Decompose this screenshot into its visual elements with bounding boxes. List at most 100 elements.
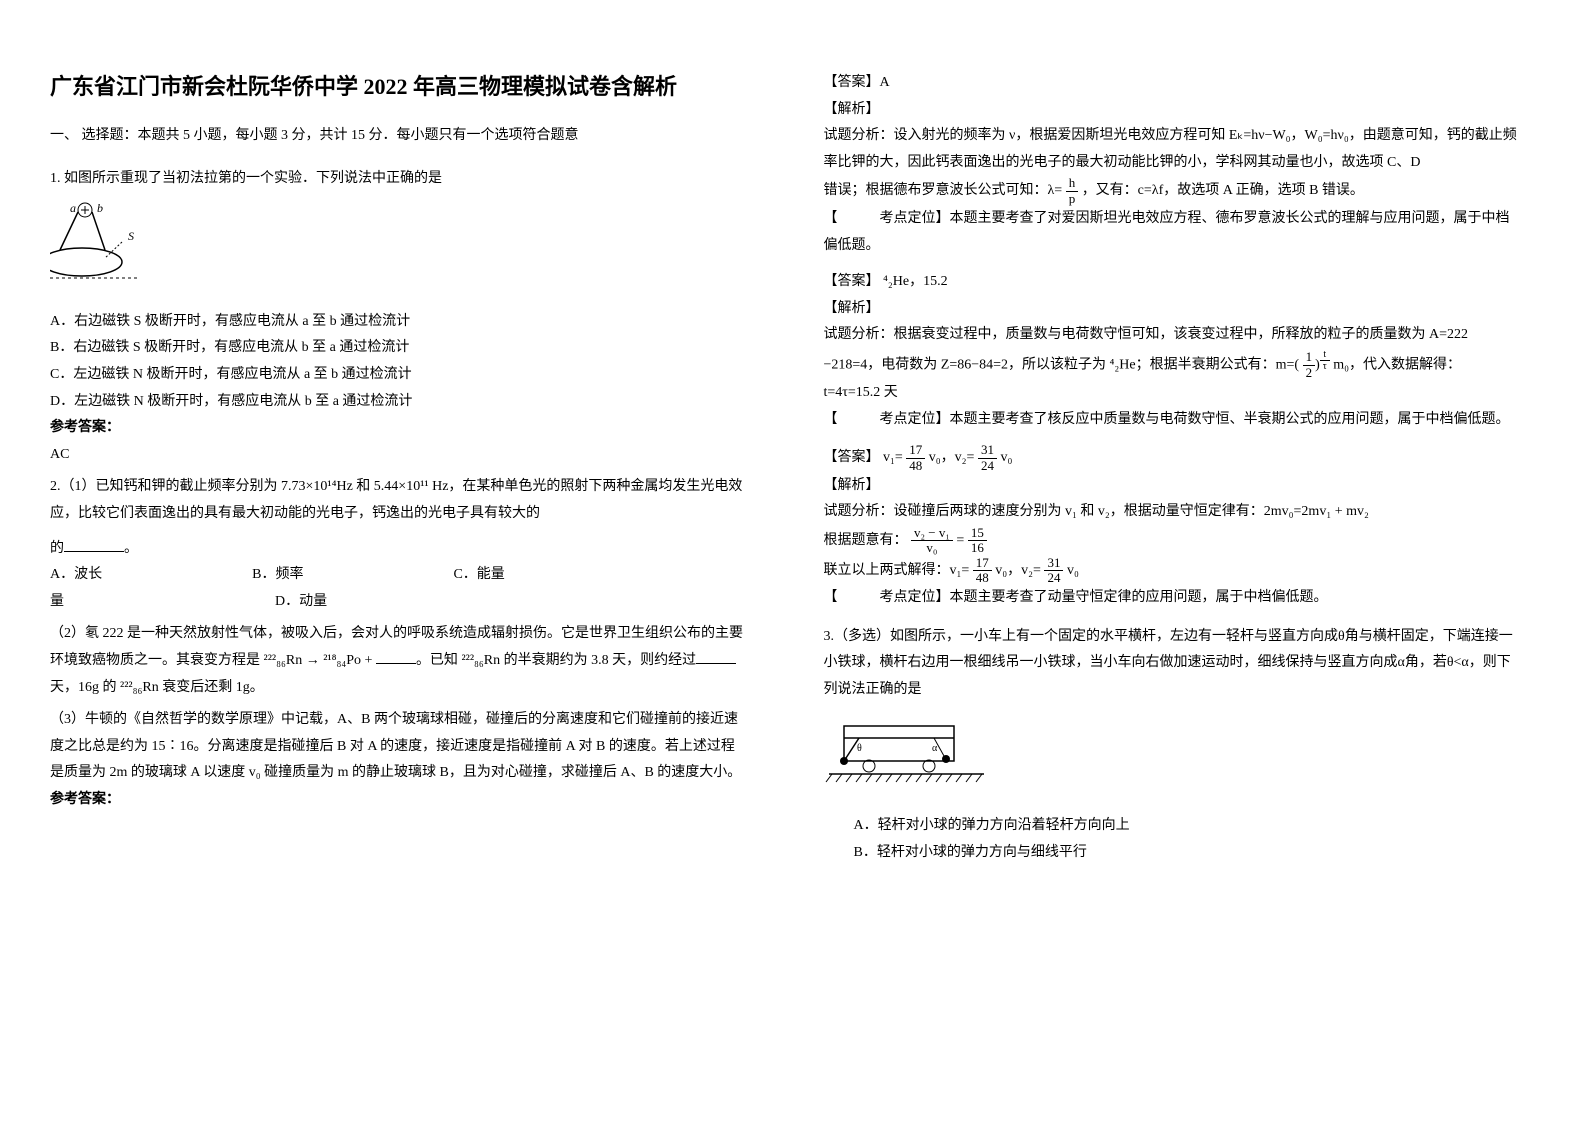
- q2-blank-line: 的。: [50, 536, 744, 563]
- half-frac: 12: [1303, 350, 1316, 380]
- analysis-1b: 错误；根据德布罗意波长公式可知：λ= hp ，又有：c=λf，故选项 A 正确，…: [824, 176, 1518, 206]
- q2-days: 天，16g 的: [50, 680, 120, 695]
- svg-text:S: S: [128, 229, 134, 243]
- svg-text:b: b: [97, 201, 103, 215]
- exp-num: t: [1320, 349, 1330, 361]
- q2-plus: +: [361, 653, 376, 668]
- analysis-3a: 试题分析：设碰撞后两球的速度分别为 v₁ 和 v₂，根据动量守恒定律有：2mv₀…: [824, 499, 1518, 526]
- page-title: 广东省江门市新会杜阮华侨中学 2022 年高三物理模拟试卷含解析: [50, 70, 744, 103]
- a3a: 【答案】 v₁=: [824, 450, 903, 465]
- s1-frac: 1748: [973, 556, 992, 586]
- answer-1: 【答案】A: [824, 70, 1518, 97]
- q2-option-a: A．波长: [50, 562, 102, 589]
- analysis-3b: 根据题意有： v₂ − v₁v₀ = 1516: [824, 526, 1518, 556]
- kaodian-1: 【 考点定位】本题主要考查了对爱因斯坦光电效应方程、德布罗意波长公式的理解与应用…: [824, 206, 1518, 259]
- analysis-1a: 试题分析：设入射光的频率为 ν，根据爱因斯坦光电效应方程可知 Eₖ=hν−W₀，…: [824, 123, 1518, 176]
- jiexi-2: 【解析】: [824, 296, 1518, 323]
- q2-options-row2: 量 D．动量: [50, 589, 744, 616]
- ratio-frac: v₂ − v₁v₀: [911, 526, 953, 556]
- svg-text:a: a: [70, 201, 76, 215]
- v2-den: 24: [978, 459, 997, 473]
- a3c: v₀: [1000, 450, 1012, 465]
- q1-options: A．右边磁铁 S 极断开时，有感应电流从 a 至 b 通过检流计 B．右边磁铁 …: [50, 309, 744, 415]
- q2-blank1: [64, 537, 124, 552]
- lambda-den: p: [1066, 192, 1079, 206]
- q2-known: 。已知: [416, 653, 462, 668]
- s1-den: 48: [973, 571, 992, 585]
- r-num: 15: [968, 526, 987, 541]
- q3-option-a: A．轻杆对小球的弹力方向沿着轻杆方向向上: [854, 813, 1518, 840]
- q2-part2: （2）氡 222 是一种天然放射性气体，被吸入后，会对人的呼吸系统造成辐射损伤。…: [50, 621, 744, 701]
- a1b-text: 错误；根据德布罗意波长公式可知：λ=: [824, 183, 1063, 198]
- s2-frac: 3124: [1044, 556, 1063, 586]
- q1-option-d: D．左边磁铁 N 极断开时，有感应电流从 b 至 a 通过检流计: [50, 389, 744, 416]
- q2-remain: 衰变后还剩 1g。: [159, 680, 264, 695]
- analysis-2a: 试题分析：根据衰变过程中，质量数与电荷数守恒可知，该衰变过程中，所释放的粒子的质…: [824, 322, 1518, 349]
- q3-options: A．轻杆对小球的弹力方向沿着轻杆方向向上 B．轻杆对小球的弹力方向与细线平行: [824, 813, 1518, 866]
- a3c2: v₀，v₂=: [995, 563, 1041, 578]
- q2-option-b: B．频率: [252, 562, 303, 589]
- q1-diagram: a b S: [50, 200, 744, 301]
- exp-den: τ: [1320, 361, 1330, 372]
- right-column: 【答案】A 【解析】 试题分析：设入射光的频率为 ν，根据爱因斯坦光电效应方程可…: [794, 0, 1587, 1122]
- svg-text:α: α: [932, 743, 938, 754]
- lambda-frac: hp: [1066, 176, 1079, 206]
- s1-num: 17: [973, 556, 992, 571]
- v2-num: 31: [978, 443, 997, 458]
- kaodian-2: 【 考点定位】本题主要考查了核反应中质量数与电荷数守恒、半衰期公式的应用问题，属…: [824, 407, 1518, 434]
- s2-den: 24: [1044, 571, 1063, 585]
- q1-answer: AC: [50, 442, 744, 469]
- exp-frac: tτ: [1320, 349, 1330, 372]
- a2b-text: −218=4，电荷数为 Z=86−84=2，所以该粒子为 ⁴₂He；根据半衰期公…: [824, 358, 1300, 373]
- ratio-den: v₀: [911, 541, 953, 555]
- question-1-stem: 1. 如图所示重现了当初法拉第的一个实验．下列说法中正确的是: [50, 166, 744, 193]
- q1-answer-label: 参考答案：: [50, 415, 744, 442]
- kaodian-3: 【 考点定位】本题主要考查了动量守恒定律的应用问题，属于中档偏低题。: [824, 585, 1518, 612]
- a3c-text: 联立以上两式解得：v₁=: [824, 563, 970, 578]
- q2-arrow: →: [302, 653, 323, 668]
- q2-option-c: C．能量: [453, 562, 504, 589]
- q2-rn-b: ²²²₈₆Rn: [461, 653, 500, 668]
- q1-option-c: C．左边磁铁 N 极断开时，有感应电流从 a 至 b 通过检流计: [50, 362, 744, 389]
- half-den: 2: [1303, 366, 1316, 380]
- v1-frac: 1748: [906, 443, 925, 473]
- analysis-3c: 联立以上两式解得：v₁= 1748 v₀，v₂= 3124 v₀: [824, 556, 1518, 586]
- jiexi-3: 【解析】: [824, 473, 1518, 500]
- v2-frac: 3124: [978, 443, 997, 473]
- question-2-part1: 2.（1）已知钙和钾的截止频率分别为 7.73×10¹⁴Hz 和 5.44×10…: [50, 474, 744, 527]
- analysis-2c: t=4τ=15.2 天: [824, 380, 1518, 407]
- left-column: 广东省江门市新会杜阮华侨中学 2022 年高三物理模拟试卷含解析 一、 选择题：…: [0, 0, 794, 1122]
- a3c3: v₀: [1067, 563, 1079, 578]
- svg-text:θ: θ: [857, 743, 862, 754]
- q3-option-b: B．轻杆对小球的弹力方向与细线平行: [854, 840, 1518, 867]
- q2-rn-a: ²²²₈₆Rn: [264, 653, 303, 668]
- q2-po: ²¹⁸₈₄Po: [323, 653, 361, 668]
- answer-3: 【答案】 v₁= 1748 v₀，v₂= 3124 v₀: [824, 443, 1518, 473]
- question-3-stem: 3.（多选）如图所示，一小车上有一个固定的水平横杆，左边有一轻杆与竖直方向成θ角…: [824, 624, 1518, 704]
- q1-option-b: B．右边磁铁 S 极断开时，有感应电流从 b 至 a 通过检流计: [50, 335, 744, 362]
- q2-part3: （3）牛顿的《自然哲学的数学原理》中记载，A、B 两个玻璃球相碰，碰撞后的分离速…: [50, 707, 744, 787]
- q2-rn-c: ²²²₈₆Rn: [120, 680, 159, 695]
- jiexi-1: 【解析】: [824, 97, 1518, 124]
- a3b-text: 根据题意有：: [824, 533, 908, 548]
- lambda-num: h: [1066, 176, 1079, 191]
- q2-answer-label: 参考答案：: [50, 787, 744, 814]
- a2b3: m₀，代入数据解得：: [1330, 358, 1461, 373]
- q2-period: 。: [124, 541, 138, 556]
- r-frac: 1516: [968, 526, 987, 556]
- q2-option-d: D．动量: [275, 589, 327, 616]
- ratio-eq: =: [956, 533, 967, 548]
- q3-diagram: θ α: [824, 716, 1518, 802]
- q2-options-row1: A．波长 B．频率 C．能量: [50, 562, 744, 589]
- q2-blank-decay: [376, 649, 416, 664]
- analysis-2b: −218=4，电荷数为 Z=86−84=2，所以该粒子为 ⁴₂He；根据半衰期公…: [824, 349, 1518, 380]
- s2-num: 31: [1044, 556, 1063, 571]
- q2-halflife: 的半衰期约为 3.8 天，则约经过: [500, 653, 696, 668]
- q1-option-a: A．右边磁铁 S 极断开时，有感应电流从 a 至 b 通过检流计: [50, 309, 744, 336]
- q2-p1-text: 2.（1）已知钙和钾的截止频率分别为 7.73×10¹⁴Hz 和 5.44×10…: [50, 479, 742, 521]
- answer-2: 【答案】 ⁴₂He，15.2: [824, 269, 1518, 296]
- half-num: 1: [1303, 350, 1316, 365]
- v1-num: 17: [906, 443, 925, 458]
- a1c-text: ，又有：c=λf，故选项 A 正确，选项 B 错误。: [1082, 183, 1364, 198]
- v1-den: 48: [906, 459, 925, 473]
